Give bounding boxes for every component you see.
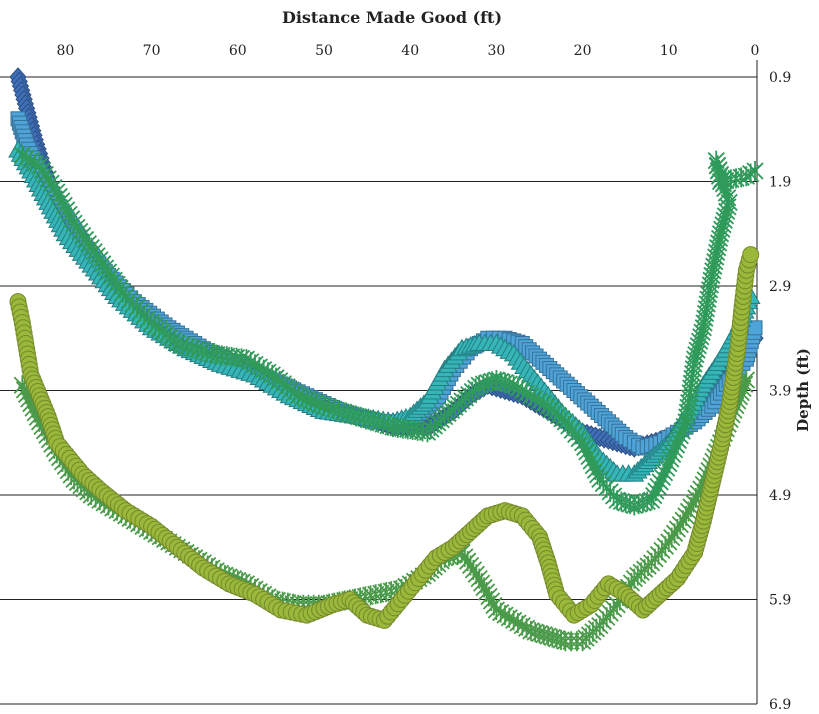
y-axis-tick-labels: 0.9 1.9 2.9 3.9 4.9 5.9 6.9 bbox=[769, 70, 791, 713]
x-tick-label: 0 bbox=[751, 43, 760, 59]
series-diamond-0 bbox=[9, 67, 764, 458]
y-tick-label: 2.9 bbox=[769, 279, 791, 295]
data-series bbox=[8, 67, 764, 652]
series-asterisk-3 bbox=[13, 145, 764, 516]
series-circle-5 bbox=[9, 246, 760, 629]
y-tick-label: 0.9 bbox=[769, 70, 791, 86]
data-point bbox=[747, 320, 763, 336]
x-axis-tick-labels: 80 70 60 50 40 30 20 10 0 bbox=[56, 43, 759, 59]
y-tick-label: 3.9 bbox=[769, 384, 791, 400]
x-axis-title: Distance Made Good (ft) bbox=[282, 8, 502, 27]
y-tick-label: 5.9 bbox=[769, 593, 791, 609]
x-tick-label: 20 bbox=[574, 43, 592, 59]
x-tick-label: 80 bbox=[56, 43, 74, 59]
y-tick-label: 4.9 bbox=[769, 488, 791, 504]
y-tick-label: 6.9 bbox=[769, 697, 791, 713]
x-tick-label: 40 bbox=[401, 43, 419, 59]
data-point bbox=[742, 246, 760, 264]
data-point bbox=[746, 161, 764, 182]
x-tick-label: 60 bbox=[229, 43, 247, 59]
x-tick-label: 30 bbox=[487, 43, 505, 59]
x-tick-label: 50 bbox=[315, 43, 333, 59]
x-tick-label: 10 bbox=[660, 43, 678, 59]
y-axis-title: Depth (ft) bbox=[794, 348, 812, 432]
y-tick-label: 1.9 bbox=[769, 175, 791, 191]
x-tick-label: 70 bbox=[143, 43, 161, 59]
